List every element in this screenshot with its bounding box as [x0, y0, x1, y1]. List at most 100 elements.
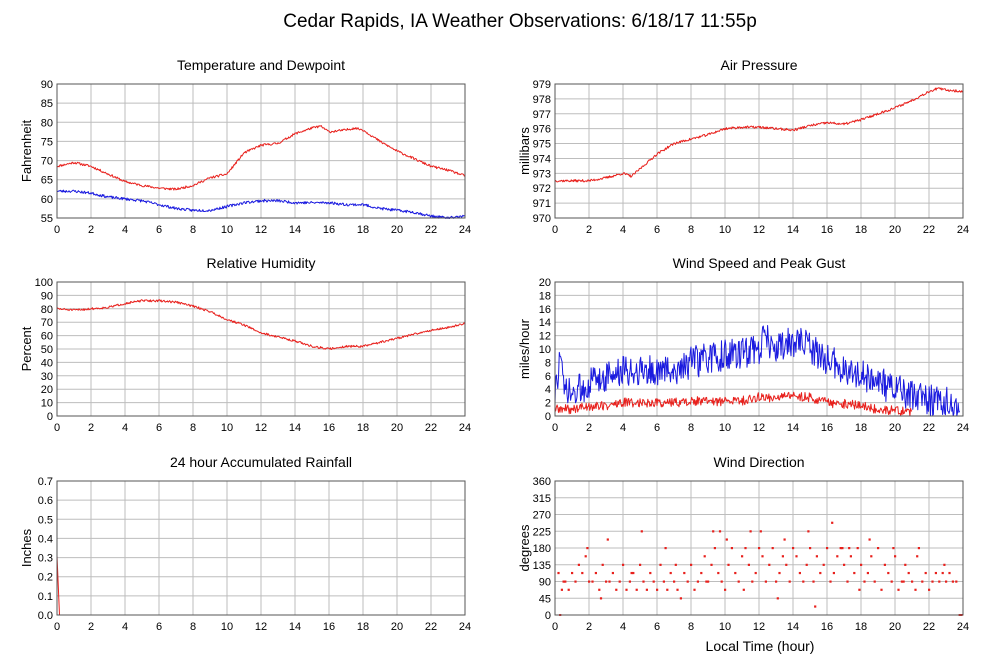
wind-direction-point — [747, 563, 750, 566]
wind-direction-point — [759, 530, 762, 533]
panel-title: Relative Humidity — [207, 255, 316, 271]
x-tick-label: 2 — [586, 621, 592, 633]
x-axis-label: Local Time (hour) — [706, 638, 815, 654]
y-tick-label: 8 — [545, 357, 551, 369]
wind-direction-point — [700, 571, 703, 575]
wind-direction-point — [805, 563, 808, 566]
wind-direction-point — [749, 530, 752, 533]
wind-direction-point — [571, 571, 574, 575]
x-tick-label: 18 — [855, 224, 867, 236]
wind-direction-point — [911, 580, 914, 583]
wind-direction-point — [897, 588, 900, 591]
x-tick-label: 16 — [323, 621, 335, 633]
x-tick-label: 24 — [459, 422, 471, 434]
y-tick-label: 10 — [41, 398, 53, 410]
y-axis-label: Inches — [19, 528, 34, 567]
wind-direction-point — [868, 538, 871, 541]
y-tick-label: 16 — [539, 304, 551, 316]
x-tick-label: 16 — [821, 224, 833, 236]
wind-direction-point — [904, 563, 907, 566]
wind-direction-point — [795, 555, 798, 558]
wind-direction-point — [914, 588, 917, 591]
y-tick-label: 0.6 — [38, 495, 53, 507]
wind-direction-point — [632, 571, 635, 575]
wind-direction-point — [645, 588, 648, 591]
wind-direction-point — [943, 563, 946, 566]
y-tick-label: 970 — [533, 213, 551, 225]
x-tick-label: 22 — [923, 224, 935, 236]
wind-direction-point — [832, 571, 835, 575]
x-tick-label: 6 — [654, 621, 660, 633]
x-tick-label: 6 — [654, 224, 660, 236]
wind-direction-point — [807, 530, 810, 533]
wind-direction-point — [742, 588, 745, 591]
wind-direction-point — [713, 547, 716, 550]
x-tick-label: 2 — [88, 621, 94, 633]
y-tick-label: 80 — [41, 304, 53, 316]
wind-direction-point — [826, 547, 829, 550]
x-tick-label: 10 — [719, 621, 731, 633]
wind-direction-point — [727, 563, 730, 566]
wind-direction-point — [873, 580, 876, 583]
x-tick-label: 6 — [156, 422, 162, 434]
wind-direction-point — [656, 588, 659, 591]
x-tick-label: 0 — [552, 621, 558, 633]
wind-direction-point — [659, 563, 662, 566]
x-tick-label: 24 — [459, 621, 471, 633]
x-tick-label: 4 — [122, 224, 128, 236]
figure-title: Cedar Rapids, IA Weather Observations: 6… — [283, 11, 757, 32]
y-tick-label: 65 — [41, 175, 53, 187]
x-tick-label: 12 — [753, 422, 765, 434]
x-tick-label: 14 — [787, 621, 799, 633]
wind-direction-point — [642, 580, 645, 583]
x-tick-label: 14 — [787, 224, 799, 236]
wind-direction-point — [928, 588, 931, 591]
wind-direction-point — [674, 563, 677, 566]
wind-direction-point — [584, 555, 587, 558]
wind-direction-point — [829, 580, 832, 583]
wind-direction-point — [703, 555, 706, 558]
plot-frame — [56, 83, 466, 219]
panel-title: Air Pressure — [720, 57, 797, 73]
wind-direction-point — [741, 555, 744, 558]
wind-direction-point — [710, 563, 713, 566]
y-tick-label: 0.4 — [38, 533, 53, 545]
wind-direction-point — [639, 563, 642, 566]
x-tick-label: 10 — [719, 422, 731, 434]
wind-direction-point — [856, 547, 859, 550]
wind-direction-point — [664, 547, 667, 550]
y-tick-label: 85 — [41, 98, 53, 110]
panel-title: Wind Direction — [713, 454, 804, 470]
x-tick-label: 16 — [323, 224, 335, 236]
y-tick-label: 60 — [41, 194, 53, 206]
wind-direction-point — [662, 580, 665, 583]
wind-direction-point — [775, 580, 778, 583]
wind-direction-point — [696, 580, 699, 583]
y-tick-label: 0.5 — [38, 514, 53, 526]
y-axis-label: millibars — [517, 127, 532, 175]
wind-direction-point — [567, 588, 570, 591]
x-tick-label: 4 — [620, 224, 626, 236]
wind-direction-point — [598, 588, 601, 591]
y-tick-label: 70 — [41, 156, 53, 168]
x-tick-label: 2 — [88, 422, 94, 434]
x-tick-label: 24 — [957, 224, 969, 236]
wind-direction-point — [822, 563, 825, 566]
x-tick-label: 4 — [122, 422, 128, 434]
x-tick-label: 12 — [255, 224, 267, 236]
wind-direction-point — [778, 571, 781, 575]
wind-direction-point — [676, 588, 679, 591]
y-tick-label: 360 — [533, 476, 551, 488]
wind-direction-point — [890, 580, 893, 583]
y-tick-label: 30 — [41, 371, 53, 383]
wind-direction-point — [744, 547, 747, 550]
y-tick-label: 978 — [533, 94, 551, 106]
y-tick-label: 55 — [41, 213, 53, 225]
wind-direction-point — [649, 571, 652, 575]
wind-direction-point — [615, 588, 618, 591]
x-tick-label: 0 — [54, 224, 60, 236]
wind-direction-point — [846, 580, 849, 583]
wind-direction-point — [679, 597, 682, 600]
